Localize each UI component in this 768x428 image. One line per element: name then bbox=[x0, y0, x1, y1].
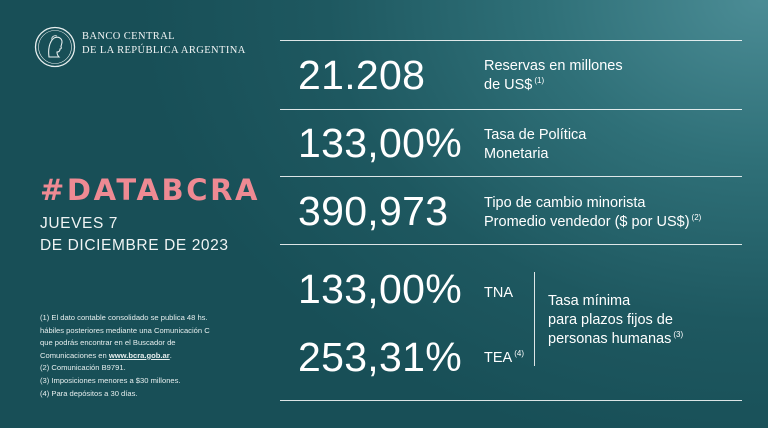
plazo-desc-line1: Tasa mínima bbox=[548, 293, 631, 309]
bank-name: BANCO CENTRAL DE LA REPÚBLICA ARGENTINA bbox=[82, 30, 246, 58]
bank-name-line2: DE LA REPÚBLICA ARGENTINA bbox=[82, 45, 246, 56]
footnote-3: (3) Imposiciones menores a $30 millones. bbox=[40, 375, 181, 385]
cambio-value: 390,973 bbox=[298, 188, 449, 234]
footnote-1b: hábiles posteriores mediante una Comunic… bbox=[40, 325, 210, 335]
plazo-desc-line3: personas humanas (3) bbox=[548, 330, 683, 349]
tasa-label: Tasa de Política Monetaria bbox=[484, 126, 586, 164]
report-date: JUEVES 7 DE DICIEMBRE DE 2023 bbox=[40, 213, 229, 257]
bcra-website-link[interactable]: www.bcra.gob.ar bbox=[108, 350, 170, 360]
reservas-label-text: de US$ bbox=[484, 77, 533, 93]
divider-1 bbox=[280, 109, 742, 110]
plazo-desc-line2: para plazos fijos de bbox=[548, 312, 673, 328]
reservas-footnote-ref: (1) bbox=[534, 76, 545, 86]
footnote-1d-prefix: Comunicaciones en bbox=[40, 350, 109, 360]
tea-label: TEA (4) bbox=[484, 349, 524, 368]
reservas-value: 21.208 bbox=[298, 52, 426, 98]
footnote-1d: Comunicaciones en www.bcra.gob.ar. bbox=[40, 350, 280, 363]
footnote-1c: que podrás encontrar en el Buscador de bbox=[40, 338, 176, 348]
footnote-2: (2) Comunicación B9791. bbox=[40, 363, 126, 373]
divider-top bbox=[280, 40, 742, 41]
reservas-label-line2: de US$ (1) bbox=[484, 76, 623, 95]
tna-value: 133,00% bbox=[298, 266, 462, 312]
plazo-description: Tasa mínima para plazos fijos de persona… bbox=[548, 292, 683, 349]
divider-3 bbox=[280, 244, 742, 245]
cambio-label-line1: Tipo de cambio minorista bbox=[484, 195, 646, 211]
tea-label-text: TEA bbox=[484, 350, 513, 366]
footnotes: (1) El dato contable consolidado se publ… bbox=[40, 312, 280, 400]
footnote-1d-suffix: . bbox=[169, 350, 172, 360]
cambio-label-text: Promedio vendedor ($ por US$) bbox=[484, 214, 690, 230]
plazo-footnote-ref: (3) bbox=[673, 330, 684, 340]
cambio-label-line2: Promedio vendedor ($ por US$) (2) bbox=[484, 213, 701, 232]
date-line1: JUEVES 7 bbox=[40, 215, 119, 232]
bank-name-line1: BANCO CENTRAL bbox=[82, 31, 175, 42]
tna-label: TNA bbox=[484, 285, 513, 301]
footnote-4: (4) Para depósitos a 30 días. bbox=[40, 388, 138, 398]
tasa-label-line1: Tasa de Política bbox=[484, 127, 587, 143]
footnote-1a: (1) El dato contable consolidado se publ… bbox=[40, 313, 208, 322]
plazo-desc-text: personas humanas bbox=[548, 331, 672, 347]
tasa-value: 133,00% bbox=[298, 120, 462, 166]
reservas-label: Reservas en millones de US$ (1) bbox=[484, 57, 623, 95]
divider-2 bbox=[280, 176, 742, 177]
hashtag-title: #DATABCRA bbox=[40, 173, 261, 207]
tasa-label-line2: Monetaria bbox=[484, 146, 549, 162]
plazo-divider bbox=[534, 272, 535, 366]
date-line2: DE DICIEMBRE DE 2023 bbox=[40, 237, 229, 254]
divider-bottom bbox=[280, 400, 742, 401]
bcra-seal-icon bbox=[34, 26, 76, 68]
cambio-label: Tipo de cambio minorista Promedio vended… bbox=[484, 194, 701, 232]
tea-value: 253,31% bbox=[298, 334, 462, 380]
cambio-footnote-ref: (2) bbox=[691, 213, 702, 223]
tea-footnote-ref: (4) bbox=[514, 349, 524, 359]
reservas-label-line1: Reservas en millones bbox=[484, 58, 623, 74]
